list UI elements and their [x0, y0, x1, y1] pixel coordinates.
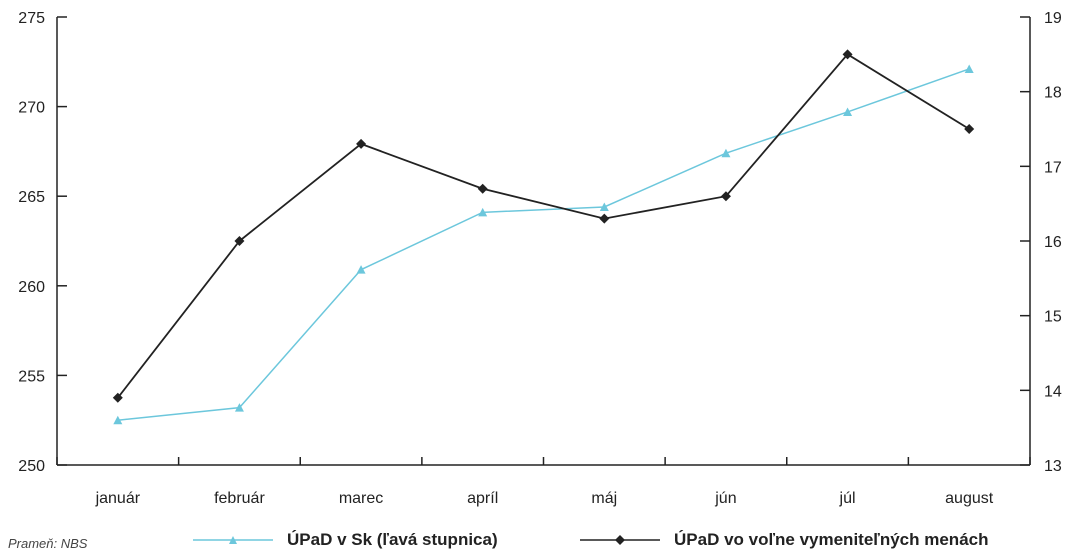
series-1-point — [234, 403, 244, 412]
legend-item-series-2: ÚPaD vo voľne vymeniteľných menách — [580, 530, 988, 550]
series-1-point — [356, 265, 366, 274]
left-tick-label: 250 — [18, 458, 45, 475]
legend-swatch-series-2 — [580, 535, 660, 545]
x-axis-ticks: január február marec apríl máj jún júl august — [56, 457, 1031, 507]
series-2-point — [964, 124, 975, 134]
series-2-point — [234, 236, 245, 246]
right-tick-label: 13 — [1044, 458, 1062, 475]
series-line-1 — [117, 68, 970, 421]
series-line-2 — [117, 53, 970, 399]
left-tick-label: 260 — [18, 279, 45, 296]
series-2-point — [842, 49, 853, 60]
right-tick-label: 18 — [1044, 85, 1062, 102]
series-1-point — [843, 107, 853, 116]
series-2-point — [356, 138, 367, 149]
chart-plot: 250 255 260 265 270 275 13 14 15 16 17 18 19 január… — [18, 10, 1062, 507]
x-tick-label: marec — [339, 490, 383, 507]
left-axis-ticks: 250 255 260 265 270 275 — [18, 10, 67, 475]
x-tick-label: január — [95, 490, 141, 507]
x-tick-label: jún — [714, 490, 736, 507]
series-1-point — [113, 415, 123, 425]
x-tick-label: apríl — [467, 490, 498, 507]
x-tick-label: august — [945, 490, 994, 507]
right-axis-ticks: 13 14 15 16 17 18 19 — [1020, 10, 1062, 475]
left-tick-label: 270 — [18, 100, 45, 117]
legend-label-series-2: ÚPaD vo voľne vymeniteľných menách — [674, 530, 989, 549]
series-2-point — [599, 213, 610, 224]
source-note: Prameň: NBS — [8, 536, 88, 551]
left-tick-label: 265 — [18, 189, 45, 206]
series-1-point — [964, 64, 974, 73]
right-tick-label: 15 — [1044, 309, 1062, 326]
series-1-point — [478, 207, 488, 217]
x-tick-label: máj — [591, 490, 617, 507]
series-1-point — [721, 148, 731, 158]
left-tick-label: 275 — [18, 10, 45, 27]
right-tick-label: 17 — [1044, 159, 1062, 176]
right-tick-label: 16 — [1044, 234, 1062, 251]
right-tick-label: 19 — [1044, 10, 1062, 27]
x-tick-label: február — [214, 490, 265, 507]
right-tick-label: 14 — [1044, 383, 1062, 400]
legend-item-series-1: ÚPaD v Sk (ľavá stupnica) — [193, 530, 498, 550]
axes — [56, 17, 1031, 466]
series-1-point — [599, 202, 609, 211]
legend-swatch-series-1 — [193, 536, 273, 544]
legend-label-series-1: ÚPaD v Sk (ľavá stupnica) — [287, 530, 498, 549]
series-layer — [112, 49, 975, 425]
x-tick-label: júl — [839, 490, 856, 507]
series-2-point — [720, 191, 731, 202]
left-tick-label: 255 — [18, 368, 45, 385]
series-2-point — [477, 183, 488, 194]
series-2-point — [112, 392, 123, 403]
